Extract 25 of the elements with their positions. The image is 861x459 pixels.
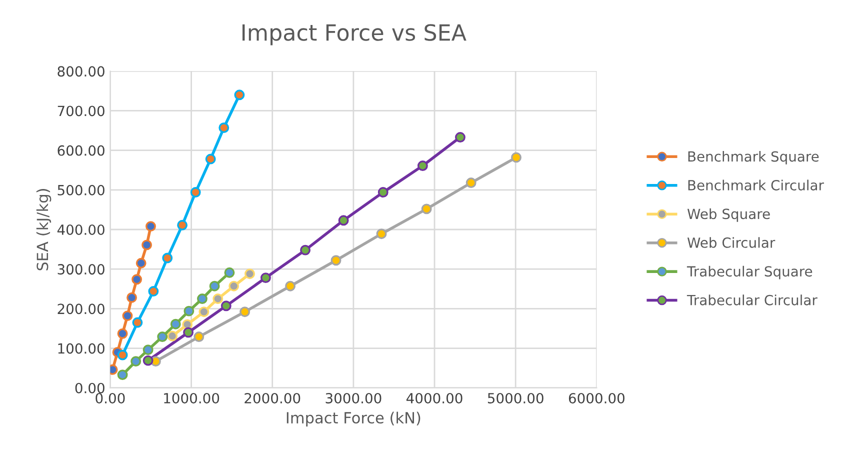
legend-label: Web Circular — [687, 237, 776, 248]
x-tick-label: 0.00 — [96, 392, 125, 404]
legend-label: Trabecular Square — [686, 266, 812, 280]
x-tick-label: 2000.00 — [244, 392, 300, 404]
x-axis-title: Impact Force (kN) — [286, 412, 420, 426]
y-tick-label: 100.00 — [58, 343, 104, 354]
y-tick-label: 400.00 — [57, 224, 104, 235]
x-tick-label: 5000.00 — [488, 392, 544, 404]
y-tick-label: 0.00 — [75, 382, 104, 394]
x-tick-label: 6000.00 — [568, 392, 624, 404]
y-tick-label: 800.00 — [58, 66, 104, 77]
legend-label: Benchmark Square — [688, 150, 819, 164]
x-tick-label: 1000.00 — [164, 392, 220, 404]
y-tick-label: 600.00 — [58, 145, 104, 156]
y-tick-label: 500.00 — [58, 184, 104, 196]
legend-label: Trabecular Circular — [686, 294, 818, 306]
x-tick-label: 3000.00 — [326, 392, 382, 404]
chart-title: Impact Force vs SEA — [242, 24, 466, 46]
legend-label: Benchmark Circular — [688, 180, 824, 190]
y-axis-title: SEA (kJ/kg) — [36, 189, 52, 270]
y-tick-label: 200.00 — [58, 304, 104, 314]
y-tick-label: 700.00 — [58, 106, 104, 116]
x-tick-label: 4000.00 — [406, 392, 462, 404]
legend-label: Web Square — [687, 208, 770, 222]
y-tick-label: 300.00 — [58, 264, 104, 275]
